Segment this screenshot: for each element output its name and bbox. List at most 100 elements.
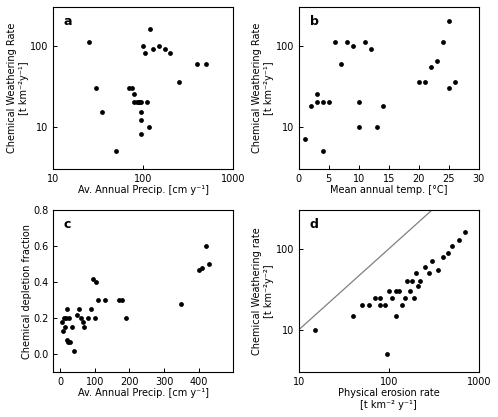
Point [367,46,374,53]
Point [130,91,138,98]
Point [415,79,423,86]
Point [349,312,357,319]
Point [58,319,66,325]
Point [80,324,88,331]
Point [146,26,154,33]
Point [373,123,381,130]
Point [365,302,373,309]
Point [461,229,469,236]
Point [455,236,463,243]
Point [75,306,83,313]
Point [61,324,69,331]
Point [91,315,99,322]
Point [155,42,163,49]
Point [137,117,145,123]
Point [361,39,369,45]
Point [87,306,95,313]
Point [175,79,183,86]
Point [145,123,153,130]
Point [205,261,213,268]
Point [64,338,72,345]
Point [63,337,71,343]
Point [128,85,136,91]
Point [379,103,387,109]
Point [177,301,185,307]
Text: a: a [64,15,73,28]
Point [433,58,441,64]
Point [301,136,309,143]
Text: b: b [309,15,318,28]
Point [161,46,169,53]
Point [84,315,92,322]
Point [59,327,67,334]
Point [439,39,447,45]
Point [93,279,101,286]
Point [395,288,403,294]
Point [65,315,73,322]
Point [141,50,149,57]
Point [376,294,384,301]
X-axis label: Av. Annual Precip. [cm y⁻¹]: Av. Annual Precip. [cm y⁻¹] [78,185,209,195]
Point [392,288,400,294]
X-axis label: Physical erosion rate
[t km⁻² y⁻¹]: Physical erosion rate [t km⁻² y⁻¹] [338,389,440,410]
Point [70,347,78,354]
Point [125,85,133,91]
Point [445,18,453,25]
Point [405,288,413,294]
Point [89,275,97,282]
Point [444,249,452,256]
Point [135,99,143,106]
Point [77,315,85,322]
Point [421,79,429,86]
Point [451,79,459,86]
Point [313,91,321,98]
Point [198,264,206,271]
Point [439,254,447,260]
Point [425,270,433,276]
Point [143,99,151,106]
Point [101,297,109,304]
Point [85,39,93,45]
Point [349,42,357,49]
Point [325,99,333,106]
Point [122,315,130,322]
Point [414,282,422,289]
Point [371,294,379,301]
X-axis label: Av. Annual Precip. [cm y⁻¹]: Av. Annual Precip. [cm y⁻¹] [78,389,209,399]
Point [135,99,143,106]
Point [60,315,68,322]
Y-axis label: Chemical Weathering Rate
[t km⁻²y⁻¹]: Chemical Weathering Rate [t km⁻²y⁻¹] [7,23,28,153]
Point [63,306,71,313]
Point [137,131,145,138]
Point [337,60,345,67]
Point [313,99,321,106]
Point [202,60,210,67]
Point [427,63,435,70]
Y-axis label: Chemical depletion fraction: Chemical depletion fraction [21,224,31,359]
Point [319,148,327,154]
Point [307,103,315,109]
Point [137,99,145,106]
Point [92,85,100,91]
Point [68,324,76,331]
Point [445,85,453,91]
Point [67,338,75,345]
Text: c: c [64,219,71,231]
Point [421,264,429,270]
Point [416,278,424,284]
Point [193,60,201,67]
Point [62,315,70,322]
Point [448,242,456,249]
Point [79,319,87,325]
Point [133,99,141,106]
Point [112,148,120,154]
Point [388,294,396,301]
Point [392,312,400,319]
Point [319,99,327,106]
Point [149,46,157,53]
Point [73,311,81,318]
Point [434,266,442,273]
Point [195,266,203,273]
Y-axis label: Chemical Weathering Rate
[t km⁻²y⁻¹]: Chemical Weathering Rate [t km⁻²y⁻¹] [252,23,274,153]
Point [98,109,106,116]
